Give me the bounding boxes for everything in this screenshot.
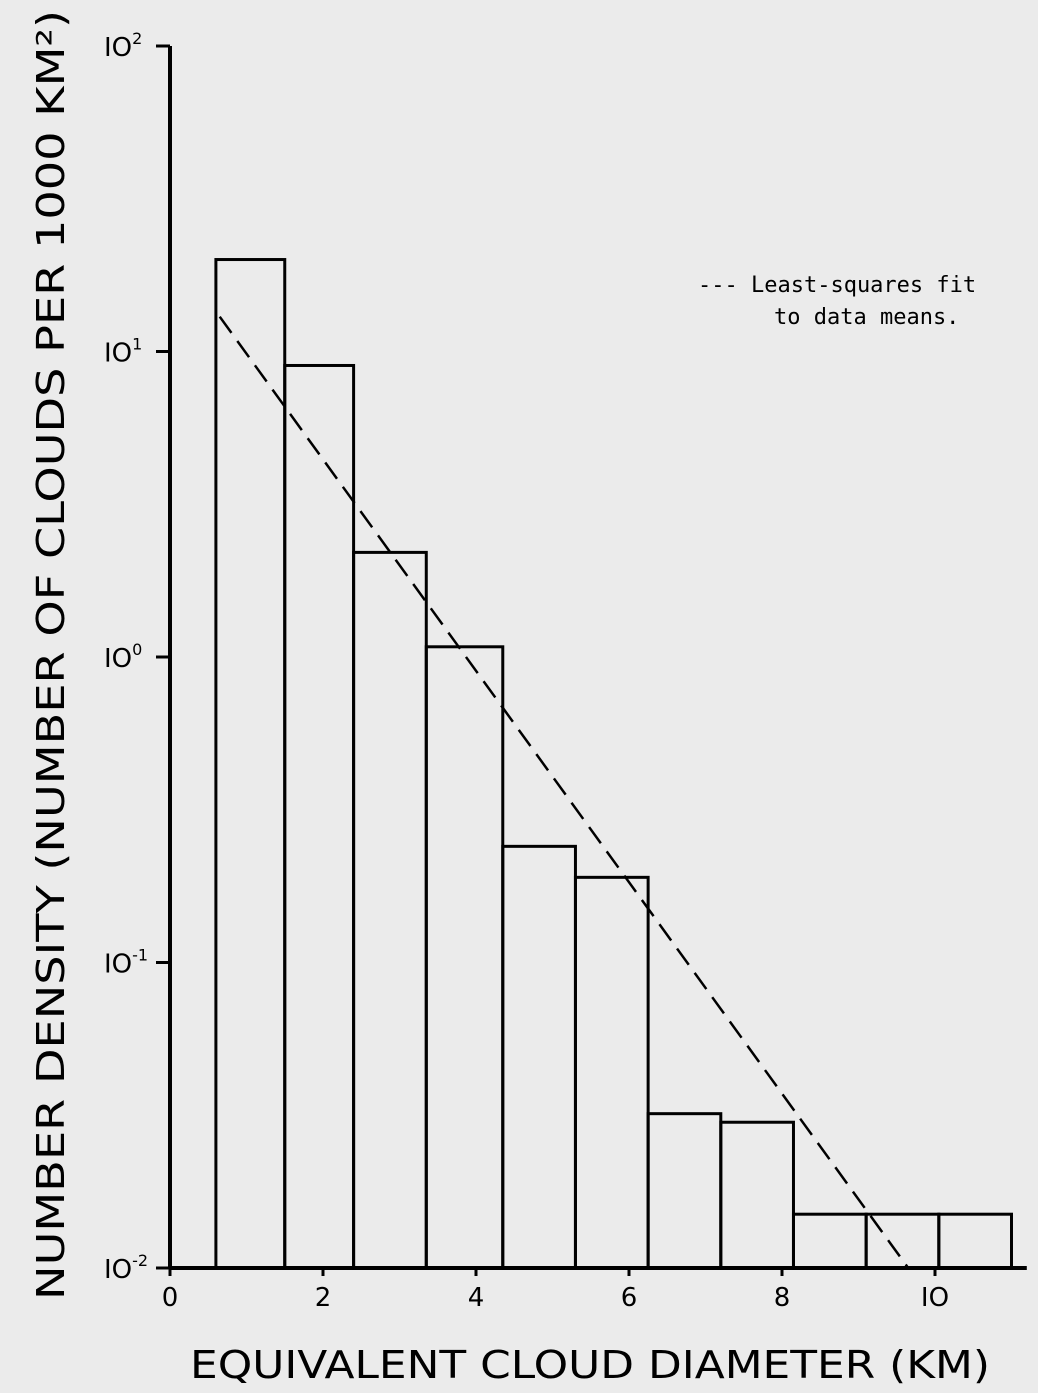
histogram-bar-10: [864, 1212, 941, 1270]
x-tick-label: 4: [468, 1283, 485, 1313]
histogram-bar-2: [283, 363, 356, 1270]
histogram-bar-4: [424, 645, 505, 1270]
histogram-bar-7: [646, 1112, 723, 1270]
x-tick-label: 8: [774, 1283, 791, 1313]
x-tick-label: 2: [315, 1283, 332, 1313]
x-axis-title: EQUIVALENT CLOUD DIAMETER (KM): [190, 1343, 990, 1387]
histogram-bars: [214, 258, 1014, 1270]
least-squares-fit-line: [218, 315, 910, 1269]
y-tick-label: IO1: [104, 335, 142, 369]
x-axis-ticks: 0 2 4 6 8 IO: [162, 1268, 949, 1313]
histogram-bar-9: [791, 1212, 868, 1270]
histogram-bar-1: [214, 258, 287, 1270]
histogram-bar-5: [501, 844, 577, 1270]
x-tick-label: IO: [921, 1283, 949, 1313]
y-axis-title: NUMBER DENSITY (NUMBER OF CLOUDS PER 100…: [29, 10, 73, 1300]
x-tick-label: 6: [621, 1283, 638, 1313]
x-tick-label: 0: [162, 1283, 179, 1313]
y-tick-label: IO0: [104, 640, 142, 674]
histogram-bar-3: [352, 550, 428, 1270]
y-tick-label: IO2: [104, 29, 142, 63]
legend-line-1: --- Least-squares fit: [698, 273, 976, 298]
histogram-bar-11: [937, 1212, 1014, 1270]
axes: [168, 46, 1027, 1270]
histogram-bar-8: [719, 1120, 795, 1270]
y-axis-ticks: IO2 IO1 IO0 IO-1 IO-2: [104, 29, 170, 1285]
y-tick-label: IO-2: [104, 1251, 148, 1285]
legend: --- Least-squares fit to data means.: [698, 273, 976, 330]
legend-line-2: to data means.: [774, 305, 959, 330]
histogram-bar-6: [573, 875, 650, 1270]
y-tick-label: IO-1: [104, 946, 148, 980]
